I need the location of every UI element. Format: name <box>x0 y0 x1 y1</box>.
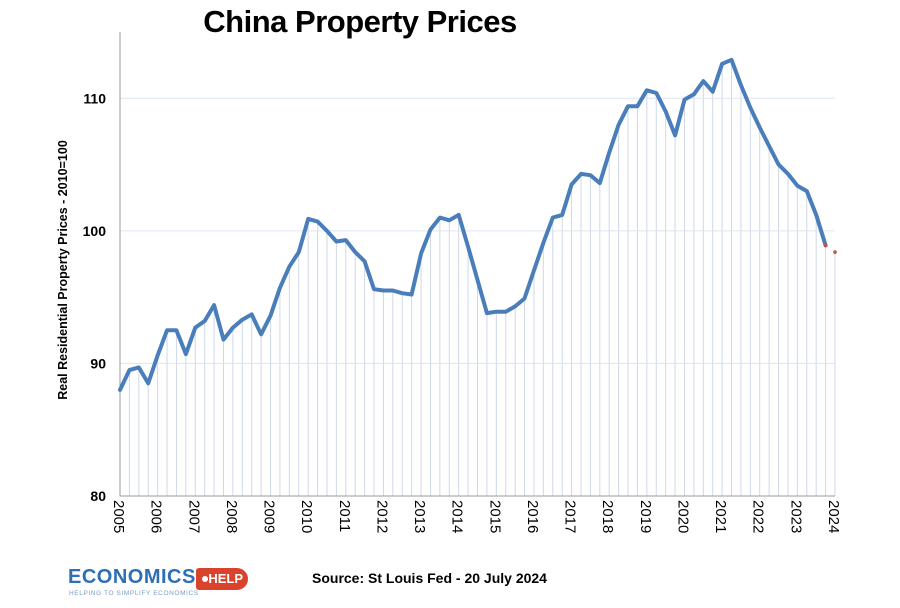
series-layer <box>118 57 837 392</box>
x-tick-label: 2005 <box>110 500 127 533</box>
grid-layer <box>119 59 836 496</box>
x-tick-label: 2011 <box>336 500 353 532</box>
x-tick-label: 2021 <box>712 500 729 533</box>
x-tick-label: 2022 <box>750 500 767 533</box>
label-layer: 80 90 100 110 2005 2006 2007 2008 2009 2010 2011 20… <box>56 90 842 533</box>
x-tick-label: 2023 <box>787 500 804 533</box>
series-line <box>118 57 828 392</box>
logo-tag-hole-icon <box>202 576 208 582</box>
source-note: Source: St Louis Fed - 20 July 2024 <box>312 570 547 586</box>
x-tick-label: 2009 <box>261 500 278 533</box>
x-tick-label: 2018 <box>599 500 616 533</box>
chart-title: China Property Prices <box>203 4 517 39</box>
y-tick-label: 110 <box>83 90 106 106</box>
logo-word: ECONOMICS <box>68 566 196 588</box>
logo-tagline: HELPING TO SIMPLIFY ECONOMICS <box>69 590 199 597</box>
x-tick-label: 2017 <box>562 500 579 533</box>
x-tick-label: 2006 <box>148 500 165 533</box>
axis-layer <box>119 32 835 497</box>
estimate-dot <box>823 243 828 248</box>
x-tick-label: 2020 <box>674 500 691 533</box>
x-tick-label: 2012 <box>373 500 390 533</box>
x-tick-label: 2013 <box>411 500 428 533</box>
x-tick-label: 2014 <box>449 500 466 533</box>
estimate-dot <box>833 250 837 254</box>
y-tick-label: 90 <box>90 355 106 371</box>
x-tick-label: 2008 <box>223 500 240 533</box>
x-tick-label: 2016 <box>524 500 541 533</box>
x-tick-label: 2015 <box>486 500 503 533</box>
y-tick-label: 100 <box>83 223 107 239</box>
x-tick-label: 2010 <box>298 500 315 533</box>
logo-tag-text: HELP <box>208 571 243 586</box>
x-tick-label: 2019 <box>637 500 654 533</box>
y-axis-label: Real Residential Property Prices - 2010=… <box>56 140 70 400</box>
x-tick-label: 2024 <box>825 500 842 533</box>
logo-tag: HELP <box>196 568 248 590</box>
y-tick-label: 80 <box>90 488 106 504</box>
x-tick-label: 2007 <box>185 500 202 533</box>
